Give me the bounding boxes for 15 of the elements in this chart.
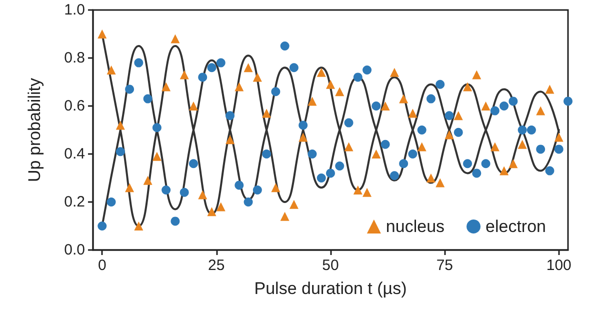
x-tick-label: 100 bbox=[546, 257, 572, 274]
y-tick-label: 0.6 bbox=[64, 98, 85, 114]
y-tick-label: 0.2 bbox=[64, 194, 85, 210]
legend-label: electron bbox=[486, 217, 546, 236]
x-tick-label: 0 bbox=[98, 257, 106, 274]
y-tick-label: 1.0 bbox=[64, 2, 85, 18]
y-tick-label: 0.8 bbox=[64, 50, 85, 66]
x-tick-label: 50 bbox=[322, 257, 339, 274]
y-axis-title: Up probability bbox=[25, 78, 44, 182]
x-axis-title: Pulse duration t (µs) bbox=[254, 279, 407, 298]
legend-label: nucleus bbox=[386, 217, 445, 236]
y-tick-label: 0.4 bbox=[64, 146, 85, 162]
x-tick-label: 25 bbox=[208, 257, 225, 274]
x-tick-label: 75 bbox=[436, 257, 454, 274]
y-tick-label: 0.0 bbox=[64, 242, 85, 258]
